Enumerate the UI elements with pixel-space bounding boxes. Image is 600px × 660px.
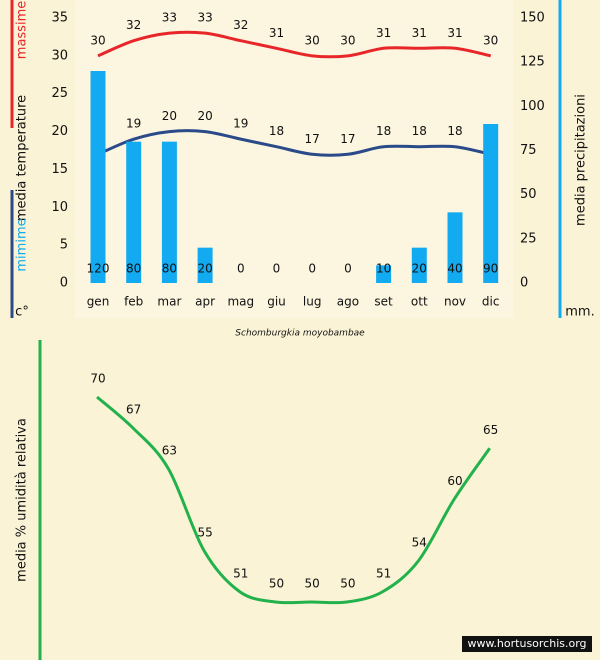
value-label: 31 <box>269 26 284 40</box>
value-label: 32 <box>233 18 248 32</box>
y-tick-label: 15 <box>51 162 68 177</box>
value-label: 20 <box>162 109 177 123</box>
value-label: 50 <box>340 577 355 591</box>
y-label-max: massime <box>15 1 30 59</box>
bar-value-label: 10 <box>376 262 391 276</box>
value-label: 18 <box>412 124 427 138</box>
x-tick-label: gen <box>87 295 110 309</box>
y-tick-label: 0 <box>60 276 68 291</box>
value-label: 33 <box>197 11 212 25</box>
y2-tick-label: 50 <box>520 187 537 202</box>
bar-value-label: 20 <box>197 262 212 276</box>
y-label-min: mimime <box>15 218 30 271</box>
bar-value-label: 80 <box>126 262 141 276</box>
value-label: 20 <box>197 109 212 123</box>
bar <box>483 124 499 283</box>
bar <box>197 247 213 283</box>
bar-value-label: 40 <box>447 262 462 276</box>
value-label: 70 <box>90 372 105 386</box>
value-label: 65 <box>483 423 498 437</box>
y-tick-label: 25 <box>51 86 68 101</box>
x-tick-label: giu <box>267 295 286 309</box>
y-unit: c° <box>15 305 29 320</box>
value-label: 30 <box>483 33 498 47</box>
value-label: 19 <box>233 117 248 131</box>
value-label: 54 <box>412 536 427 550</box>
bar <box>447 212 463 283</box>
value-label: 55 <box>197 525 212 539</box>
bar-value-label: 0 <box>344 262 352 276</box>
bar <box>161 141 177 283</box>
value-label: 63 <box>162 443 177 457</box>
bar-value-label: 0 <box>237 262 245 276</box>
value-label: 19 <box>126 117 141 131</box>
line <box>96 395 491 605</box>
value-label: 18 <box>447 124 462 138</box>
bar-value-label: 90 <box>483 262 498 276</box>
bar-value-label: 80 <box>162 262 177 276</box>
value-label: 31 <box>447 26 462 40</box>
y-tick-label: 5 <box>60 238 68 253</box>
y2-unit: mm. <box>565 305 594 320</box>
y-label: media temperature <box>15 95 30 221</box>
x-tick-label: lug <box>303 295 322 309</box>
x-tick-label: set <box>374 295 393 309</box>
value-label: 17 <box>305 132 320 146</box>
value-label: 50 <box>269 577 284 591</box>
value-label: 33 <box>162 11 177 25</box>
y2-tick-label: 150 <box>520 11 545 26</box>
bar-value-label: 0 <box>308 262 316 276</box>
line <box>97 30 492 59</box>
bar <box>90 71 106 283</box>
value-label: 30 <box>90 33 105 47</box>
line <box>97 129 492 157</box>
y-tick-label: 20 <box>51 124 68 139</box>
value-label: 30 <box>340 33 355 47</box>
bar-value-label: 120 <box>87 262 110 276</box>
bar-value-label: 20 <box>412 262 427 276</box>
x-tick-label: dic <box>482 295 500 309</box>
value-label: 17 <box>340 132 355 146</box>
y2-tick-label: 100 <box>520 99 545 114</box>
value-label: 51 <box>233 566 248 580</box>
bar-value-label: 0 <box>273 262 281 276</box>
y-tick-label: 35 <box>51 11 68 26</box>
y-tick-label: 30 <box>51 48 68 63</box>
chart-title: Schomburgkia moyobambae <box>235 329 365 339</box>
y2-tick-label: 25 <box>520 231 537 246</box>
watermark: www.hortusorchis.org <box>467 637 586 650</box>
bar <box>411 247 427 283</box>
x-tick-label: ago <box>337 295 359 309</box>
value-label: 60 <box>447 474 462 488</box>
value-label: 31 <box>376 26 391 40</box>
x-tick-label: ott <box>411 295 428 309</box>
bar <box>126 141 142 283</box>
x-tick-label: apr <box>195 295 215 309</box>
value-label: 31 <box>412 26 427 40</box>
value-label: 51 <box>376 566 391 580</box>
value-label: 30 <box>305 33 320 47</box>
x-tick-label: feb <box>124 295 143 309</box>
y2-label: media precipitazioni <box>574 94 589 226</box>
value-label: 18 <box>376 124 391 138</box>
x-tick-label: nov <box>444 295 466 309</box>
value-label: 67 <box>126 402 141 416</box>
x-tick-label: mag <box>227 295 254 309</box>
x-tick-label: mar <box>157 295 181 309</box>
y2-tick-label: 0 <box>520 276 528 291</box>
y2-tick-label: 75 <box>520 143 537 158</box>
y2-tick-label: 125 <box>520 55 545 70</box>
value-label: 32 <box>126 18 141 32</box>
y-label: media % umidità relativa <box>15 418 30 582</box>
y-tick-label: 10 <box>51 200 68 215</box>
bar <box>376 265 392 283</box>
value-label: 18 <box>269 124 284 138</box>
watermark-box <box>462 636 592 652</box>
value-label: 50 <box>305 577 320 591</box>
